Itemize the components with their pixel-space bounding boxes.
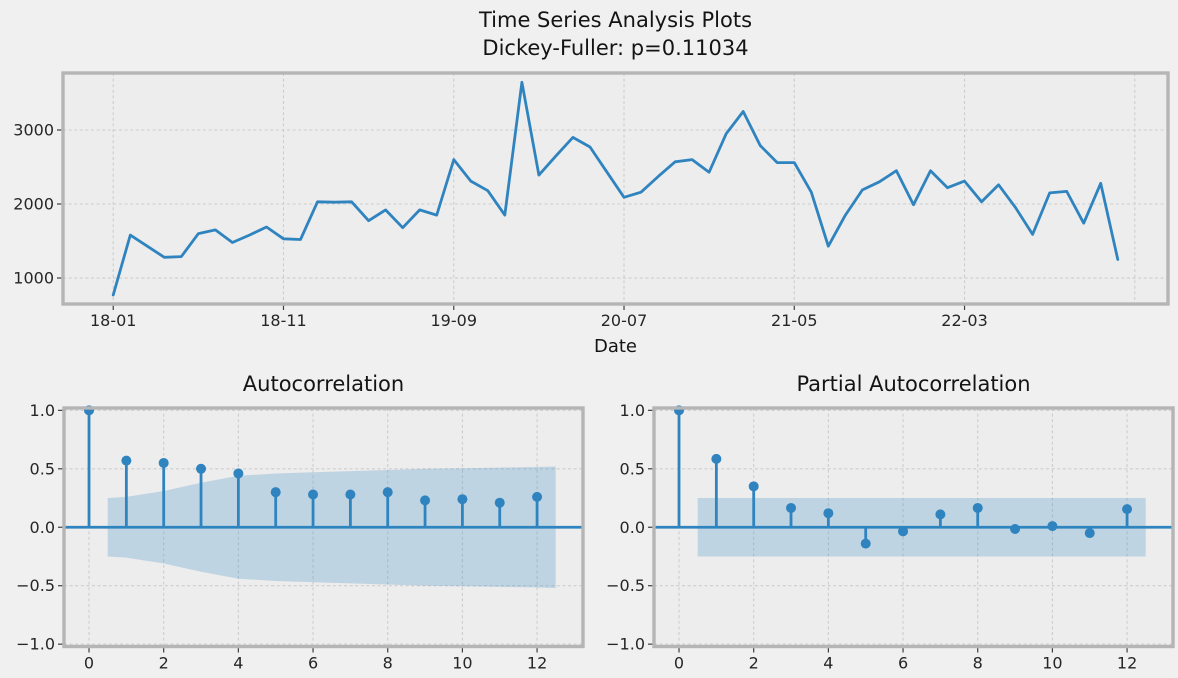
acf-stem-marker <box>270 487 281 498</box>
time-series-x-tick-label: 22-03 <box>941 311 988 330</box>
time-series-x-tick-label: 21-05 <box>771 311 818 330</box>
date-axis-label: Date <box>593 336 638 357</box>
acf-x-tick-label: 4 <box>233 654 243 673</box>
acf-title: Autocorrelation <box>242 372 405 396</box>
time-series-y-tick-label: 3000 <box>13 120 54 139</box>
acf-stem-marker <box>420 495 431 506</box>
acf-stem-marker <box>196 463 207 474</box>
acf-y-tick-label: −0.5 <box>16 576 55 595</box>
pacf-x-tick-label: 12 <box>1117 654 1137 673</box>
acf-stem-marker <box>345 489 356 500</box>
time-series-axes-bg <box>63 73 1168 304</box>
acf-stem-marker <box>121 455 132 466</box>
time-series-x-tick-label: 20-07 <box>601 311 648 330</box>
pacf-stem-marker <box>898 526 909 537</box>
acf-x-tick-label: 8 <box>383 654 393 673</box>
time-series-x-tick-label: 18-11 <box>260 311 307 330</box>
acf-stem-marker <box>308 489 319 500</box>
time-series-x-tick-label: 19-09 <box>431 311 478 330</box>
pacf-y-tick-label: 0.0 <box>620 518 645 537</box>
pacf-stem-marker <box>935 509 946 520</box>
pacf-x-tick-label: 4 <box>823 654 833 673</box>
acf-stem-marker <box>494 497 505 508</box>
pacf-title: Partial Autocorrelation <box>796 372 1031 396</box>
pacf-stem-marker <box>748 481 759 492</box>
pacf-y-tick-label: 1.0 <box>620 401 645 420</box>
acf-x-tick-label: 10 <box>452 654 472 673</box>
acf-y-tick-label: 1.0 <box>30 401 55 420</box>
pacf-x-tick-label: 8 <box>973 654 983 673</box>
acf-stem-marker <box>158 457 169 468</box>
acf-x-tick-label: 12 <box>527 654 547 673</box>
acf-x-tick-label: 6 <box>308 654 318 673</box>
pacf-stem-marker <box>786 502 797 513</box>
acf-stem-marker <box>382 487 393 498</box>
acf-y-tick-label: 0.0 <box>30 518 55 537</box>
acf-y-tick-label: −1.0 <box>16 635 55 654</box>
pacf-y-tick-label: −0.5 <box>606 576 645 595</box>
time-series-line <box>111 80 1120 297</box>
pacf-axes-frame <box>652 406 1175 649</box>
acf-stem-marker <box>233 468 244 479</box>
acf-y-tick-label: 0.5 <box>30 459 55 478</box>
time-series-x-tick-label: 18-01 <box>90 311 137 330</box>
pacf-x-tick-label: 6 <box>898 654 908 673</box>
main-title-line2: Dickey-Fuller: p=0.11034 <box>482 35 749 60</box>
time-series-axes-frame <box>61 71 1170 306</box>
pacf-stem-marker <box>1010 524 1021 535</box>
pacf-stem-marker <box>823 508 834 519</box>
time-series-y-tick-label: 2000 <box>13 195 54 214</box>
acf-axes-frame <box>62 406 585 649</box>
pacf-y-tick-label: 0.5 <box>620 459 645 478</box>
pacf-x-tick-label: 10 <box>1042 654 1062 673</box>
main-title-line1: Time Series Analysis Plots <box>478 8 753 32</box>
pacf-stem-marker <box>711 453 722 464</box>
acf-x-tick-label: 2 <box>159 654 169 673</box>
pacf-stem-marker <box>1084 528 1095 539</box>
acf-stem-marker <box>457 494 468 505</box>
pacf-x-tick-label: 0 <box>674 654 684 673</box>
main-title: Time Series Analysis Plots Dickey-Fuller… <box>63 7 1168 62</box>
pacf-y-tick-label: −1.0 <box>606 635 645 654</box>
acf-stem-marker <box>532 491 543 502</box>
time-series-y-tick-label: 1000 <box>13 269 54 288</box>
pacf-stem-marker <box>1122 504 1133 515</box>
pacf-stem-marker <box>972 502 983 513</box>
pacf-stem-marker <box>1047 521 1058 532</box>
acf-x-tick-label: 0 <box>84 654 94 673</box>
pacf-stem-marker <box>860 538 871 549</box>
pacf-x-tick-label: 2 <box>749 654 759 673</box>
